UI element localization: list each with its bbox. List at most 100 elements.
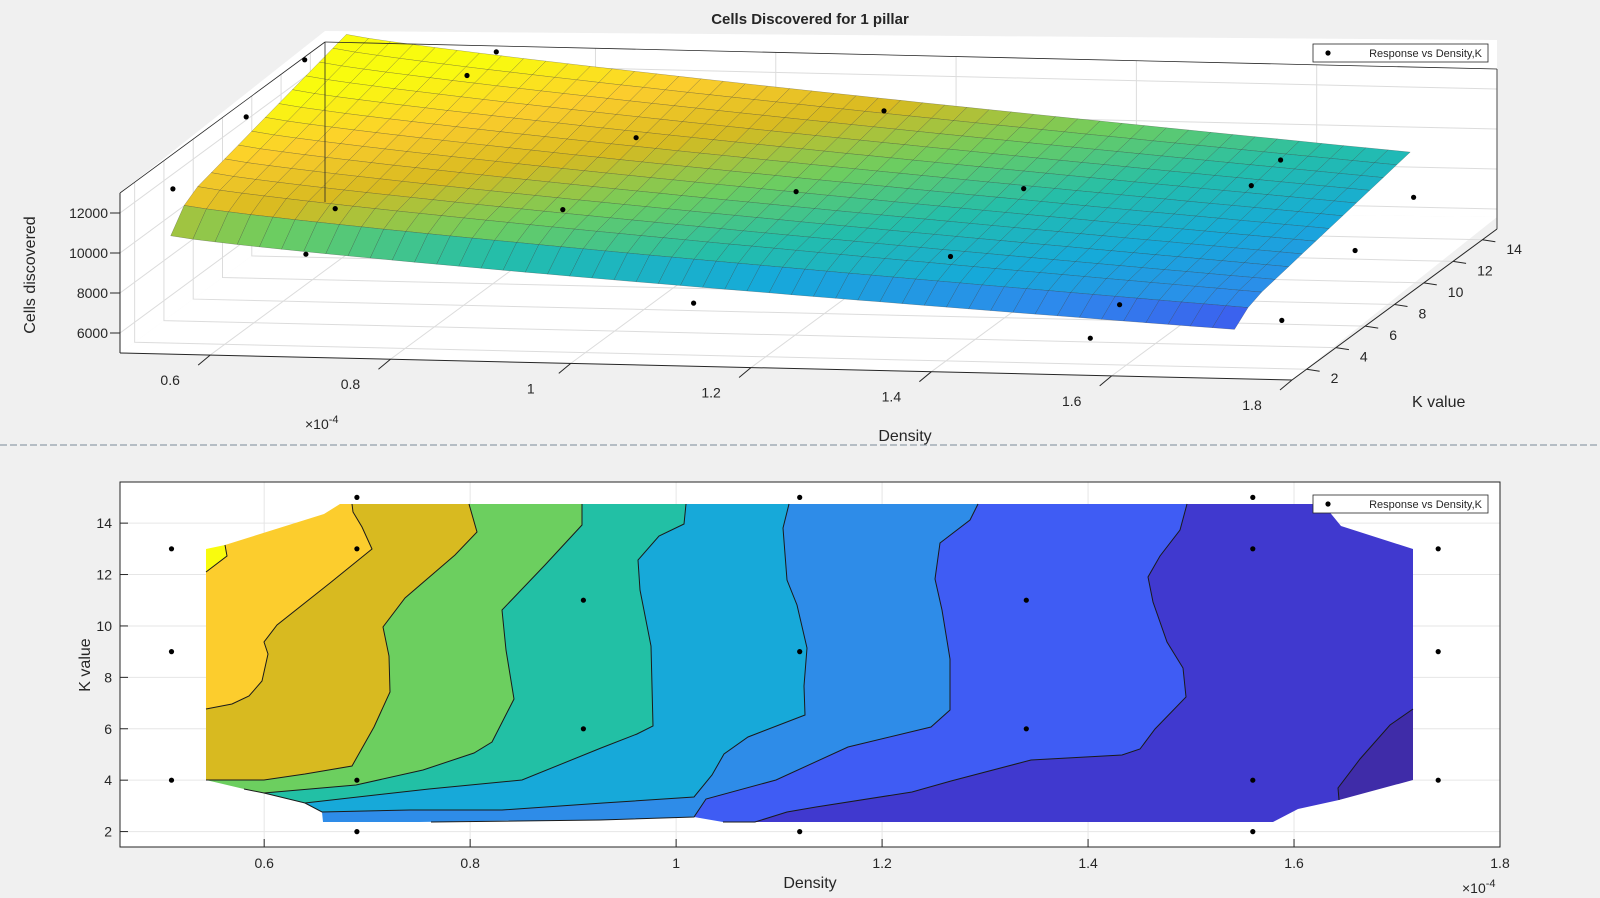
contour-line-6 (304, 503, 808, 813)
contour-x-tick-label: 1 (672, 855, 680, 871)
surface-x-tick (1099, 375, 1113, 387)
surface-data-point (793, 189, 799, 195)
contour-data-point (580, 597, 587, 603)
contour-band-3 (206, 504, 477, 780)
surface-x-tick (197, 354, 211, 366)
contour-x-exponent: ×10-4 (1462, 878, 1496, 896)
surface-y-tick (1452, 260, 1467, 264)
contour-data-point (1023, 726, 1029, 732)
contour-y-tick-label: 14 (96, 515, 112, 531)
surface-y-gridline (134, 182, 1307, 370)
contour-data-point (1250, 546, 1256, 552)
surface-x-tick (558, 363, 572, 374)
surface-data-point (243, 114, 249, 120)
surface-data-point (170, 186, 176, 192)
contour-band-2 (206, 504, 372, 709)
surface-x-tick (738, 367, 752, 378)
surface-z-tick-label: 12000 (69, 205, 108, 221)
surface-z-tick-label: 10000 (69, 245, 108, 261)
surface-x-tick-label: 1.6 (1062, 393, 1082, 409)
contour-band-5 (264, 504, 686, 803)
contour-band-8 (694, 504, 1187, 822)
contour-data-point (1435, 546, 1441, 552)
surface-data-point (302, 57, 308, 63)
surface-x-tick-label: 1.2 (701, 385, 721, 401)
surface-x-tick (1279, 379, 1293, 391)
surface-data-point (332, 206, 338, 212)
surface-data-point (1021, 186, 1027, 192)
contour-data-point (1250, 494, 1256, 500)
surface-mesh (170, 34, 1411, 330)
surface-x-axis-label: Density (878, 428, 931, 445)
contour-band-4 (206, 504, 582, 793)
surface-data-point (464, 72, 470, 79)
contour-y-tick-label: 6 (104, 721, 112, 737)
contour-legend-marker (1325, 501, 1331, 507)
contour-band-7 (322, 504, 978, 822)
contour-y-tick-label: 12 (96, 567, 112, 583)
contour-axes-box (119, 481, 1501, 848)
contour-data-point (354, 494, 360, 500)
contour-line-4 (243, 504, 583, 794)
surface-x-tick-label: 0.6 (160, 372, 180, 388)
contour-data-point (168, 777, 175, 783)
surface-x-tick-label: 1.8 (1242, 397, 1262, 413)
surface-data-point (1352, 247, 1358, 254)
contour-legend-label: Response vs Density,K (1369, 499, 1483, 511)
contour-x-tick-label: 1.8 (1490, 855, 1510, 871)
contour-line-2 (205, 503, 373, 710)
surface-data-markers (170, 49, 1417, 341)
surface-legend-box (1312, 43, 1489, 63)
surface-data-point (1411, 194, 1417, 200)
surface-y-tick-label: 12 (1477, 262, 1493, 278)
contour-data-point (1023, 597, 1029, 603)
contour-y-tick-label: 10 (96, 618, 112, 634)
surface-data-point (493, 49, 499, 55)
contour-tick-labels: 0.6 0.8 1 1.2 1.4 1.6 1.8 2 4 6 8 10 12 14 (96, 515, 1510, 871)
surface-plot-axes: 0.6 0.8 1 1.2 1.4 1.6 1.8 2 4 6 8 10 12 14 6000 8000 100… (22, 11, 1522, 445)
surface-y-tick (1423, 282, 1437, 286)
contour-x-tick-label: 1.4 (1078, 855, 1098, 871)
surface-patch (1212, 305, 1249, 330)
surface-z-tick-label: 6000 (77, 325, 108, 341)
contour-x-tick-label: 1.6 (1284, 855, 1304, 871)
contour-data-point (354, 546, 360, 552)
surface-data-point (1087, 335, 1093, 341)
surface-data-point (1279, 317, 1285, 323)
contour-data-point (797, 494, 803, 500)
surface-legend[interactable]: Response vs Density,K (1312, 43, 1489, 63)
contour-data-point (580, 726, 587, 732)
surface-x-tick-label: 0.8 (341, 376, 361, 392)
surface-z-tick-label: 8000 (77, 285, 108, 301)
surface-data-point (1117, 302, 1123, 308)
contour-x-tick-label: 1.2 (872, 855, 892, 871)
contour-plot-axes: 0.6 0.8 1 1.2 1.4 1.6 1.8 2 4 6 8 10 12 14 Density K … (77, 481, 1510, 896)
contour-data-point (1435, 777, 1441, 783)
contour-x-tick-label: 0.8 (460, 855, 480, 871)
surface-legend-label: Response vs Density,K (1369, 48, 1483, 60)
surface-x-exponent: ×10-4 (305, 414, 339, 432)
surface-y-tick-label: 14 (1506, 241, 1522, 257)
contour-data-point (354, 777, 360, 783)
surface-y-axis-label: K value (1412, 394, 1465, 411)
surface-x-tick (378, 358, 391, 370)
surface-y-tick (1306, 368, 1320, 372)
contour-line-1 (205, 544, 228, 573)
contour-y-tick-label: 8 (104, 669, 112, 685)
contour-data-point (1250, 777, 1256, 783)
contour-legend[interactable]: Response vs Density,K (1312, 494, 1489, 514)
contour-data-point (354, 829, 360, 835)
surface-data-point (303, 251, 309, 257)
contour-y-tick-label: 4 (104, 772, 112, 788)
surface-y-tick (1482, 239, 1496, 243)
surface-chart-title: Cells Discovered for 1 pillar (711, 11, 909, 28)
surface-x-tick-label: 1.4 (882, 389, 902, 405)
surface-y-tick-label: 4 (1360, 349, 1368, 365)
surface-axis-line (119, 352, 1293, 381)
contour-line-5 (263, 503, 687, 804)
surface-data-point (633, 135, 639, 141)
surface-y-tick (1335, 347, 1350, 351)
surface-y-gridline (163, 160, 1336, 349)
surface-data-point (947, 253, 954, 260)
